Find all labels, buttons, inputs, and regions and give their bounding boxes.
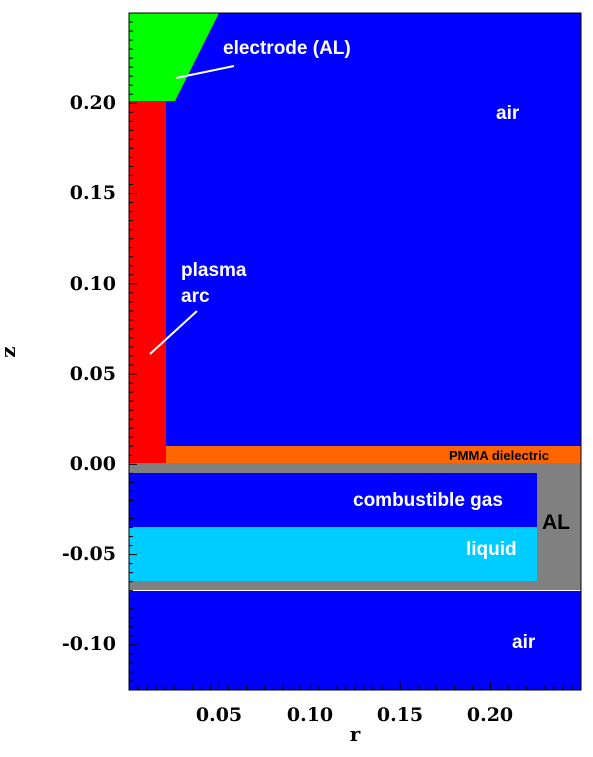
plasma-pointer-line [149, 310, 198, 355]
electrode-label: electrode (AL) [223, 38, 351, 59]
x-tick-label: 0.15 [377, 704, 423, 726]
plasma-label-line1: plasma [181, 260, 247, 281]
liquid-region [129, 527, 537, 581]
plot-area [129, 13, 581, 690]
y-tick-label: 0.20 [70, 92, 116, 114]
aluminum-label: AL [542, 511, 570, 534]
axis-ticks [129, 21, 573, 690]
plasma-label-line2: arc [181, 286, 210, 307]
y-tick-label: 0.05 [70, 363, 116, 385]
y-tick-label: 0.15 [70, 182, 116, 204]
air-top-label: air [496, 103, 520, 124]
y-tick-label: -0.10 [62, 633, 116, 655]
x-tick-label: 0.20 [467, 704, 513, 726]
x-axis-label: r [350, 722, 361, 746]
y-axis-label: z [0, 346, 20, 357]
x-tick-label: 0.10 [287, 704, 333, 726]
liquid-label: liquid [466, 539, 517, 560]
air-bottom-label: air [512, 632, 536, 653]
y-tick-label: 0.10 [70, 273, 116, 295]
y-tick-label: 0.00 [70, 453, 116, 475]
x-axis: 0.05 0.10 0.15 0.20 r [196, 704, 513, 746]
y-tick-label: -0.05 [62, 543, 116, 565]
electrode-region [129, 13, 219, 101]
pmma-dielectric-region [166, 446, 581, 463]
air-region-top [129, 13, 581, 463]
y-axis: 0.20 0.15 0.10 0.05 0.00 -0.05 -0.10 z [0, 92, 116, 655]
electrode-pointer-line [175, 65, 235, 79]
plasma-arc-region [129, 101, 166, 463]
x-tick-label: 0.05 [196, 704, 242, 726]
pmma-label: PMMA dielectric [449, 448, 549, 463]
combustible-gas-region [129, 473, 537, 527]
combustible-gas-label: combustible gas [353, 490, 503, 511]
air-region-bottom [129, 591, 581, 690]
